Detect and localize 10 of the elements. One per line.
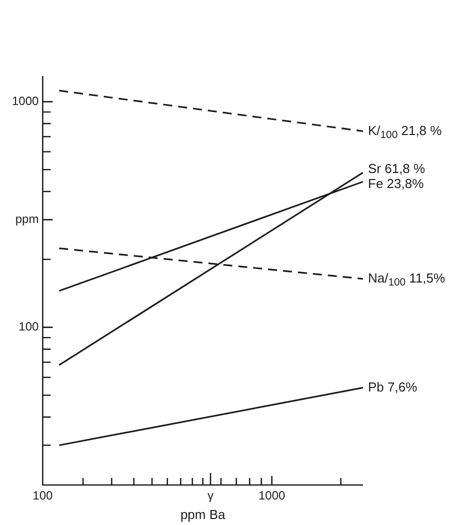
series-label: Sr 61,8 % bbox=[368, 161, 426, 176]
x-tick-label: 100 bbox=[32, 488, 54, 503]
series-label: Pb 7,6% bbox=[368, 379, 418, 394]
x-tick-label: γ bbox=[208, 488, 214, 503]
x-tick-label: 1000 bbox=[258, 488, 286, 503]
series-label: Fe 23,8% bbox=[368, 176, 424, 192]
y-tick-label: 1000 bbox=[12, 94, 40, 108]
x-axis-title: ppm Ba bbox=[180, 506, 226, 522]
y-tick-label: ppm bbox=[15, 212, 39, 226]
y-tick-label: 100 bbox=[18, 320, 40, 334]
